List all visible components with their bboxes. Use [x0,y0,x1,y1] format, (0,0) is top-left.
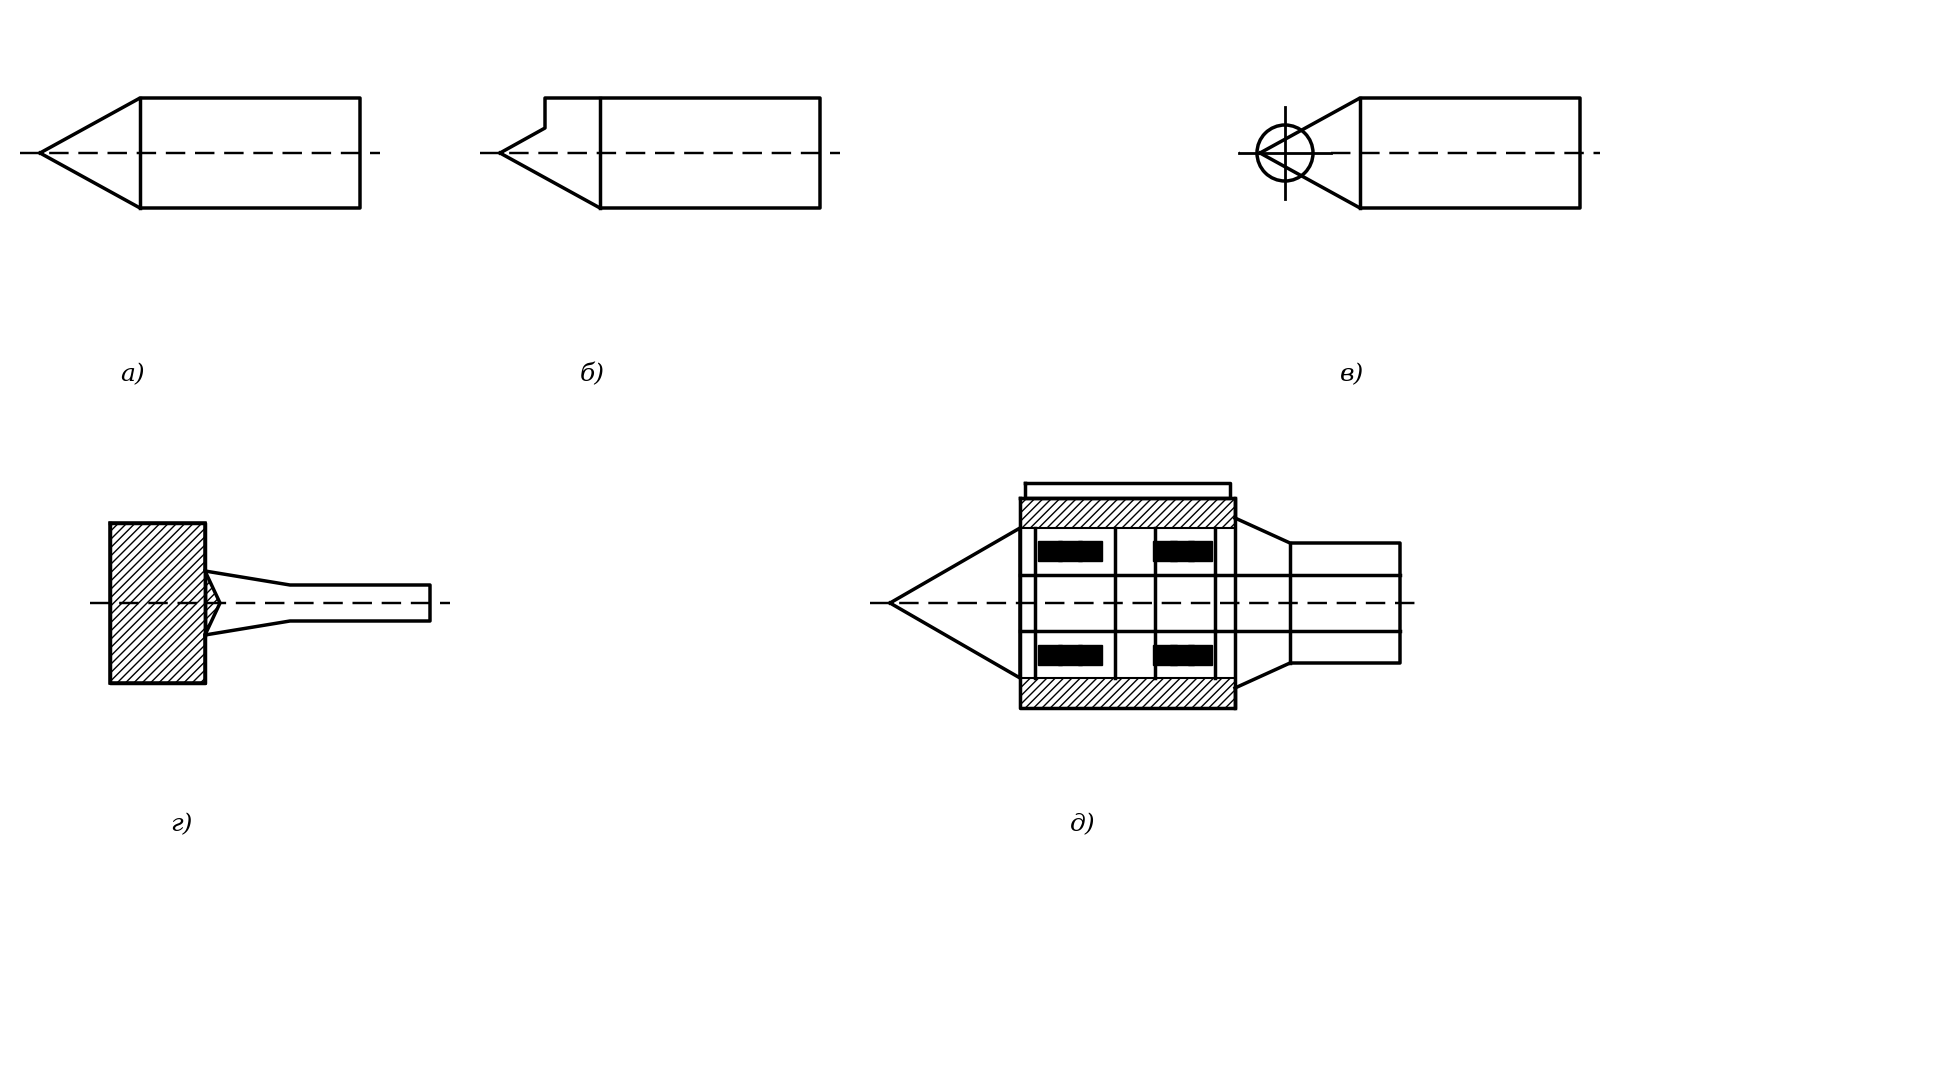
Polygon shape [1153,542,1176,561]
Polygon shape [1038,542,1062,561]
Polygon shape [1077,542,1102,561]
Polygon shape [1077,645,1102,665]
Text: г): г) [171,813,192,836]
Polygon shape [1170,542,1194,561]
Polygon shape [1058,645,1081,665]
Polygon shape [1170,645,1194,665]
Polygon shape [1188,645,1211,665]
Polygon shape [1153,645,1176,665]
Text: в): в) [1339,363,1365,386]
Polygon shape [1188,542,1211,561]
Text: а): а) [120,363,146,386]
Polygon shape [1058,542,1081,561]
Text: д): д) [1069,813,1095,836]
Text: б): б) [580,363,606,387]
Polygon shape [1038,645,1062,665]
